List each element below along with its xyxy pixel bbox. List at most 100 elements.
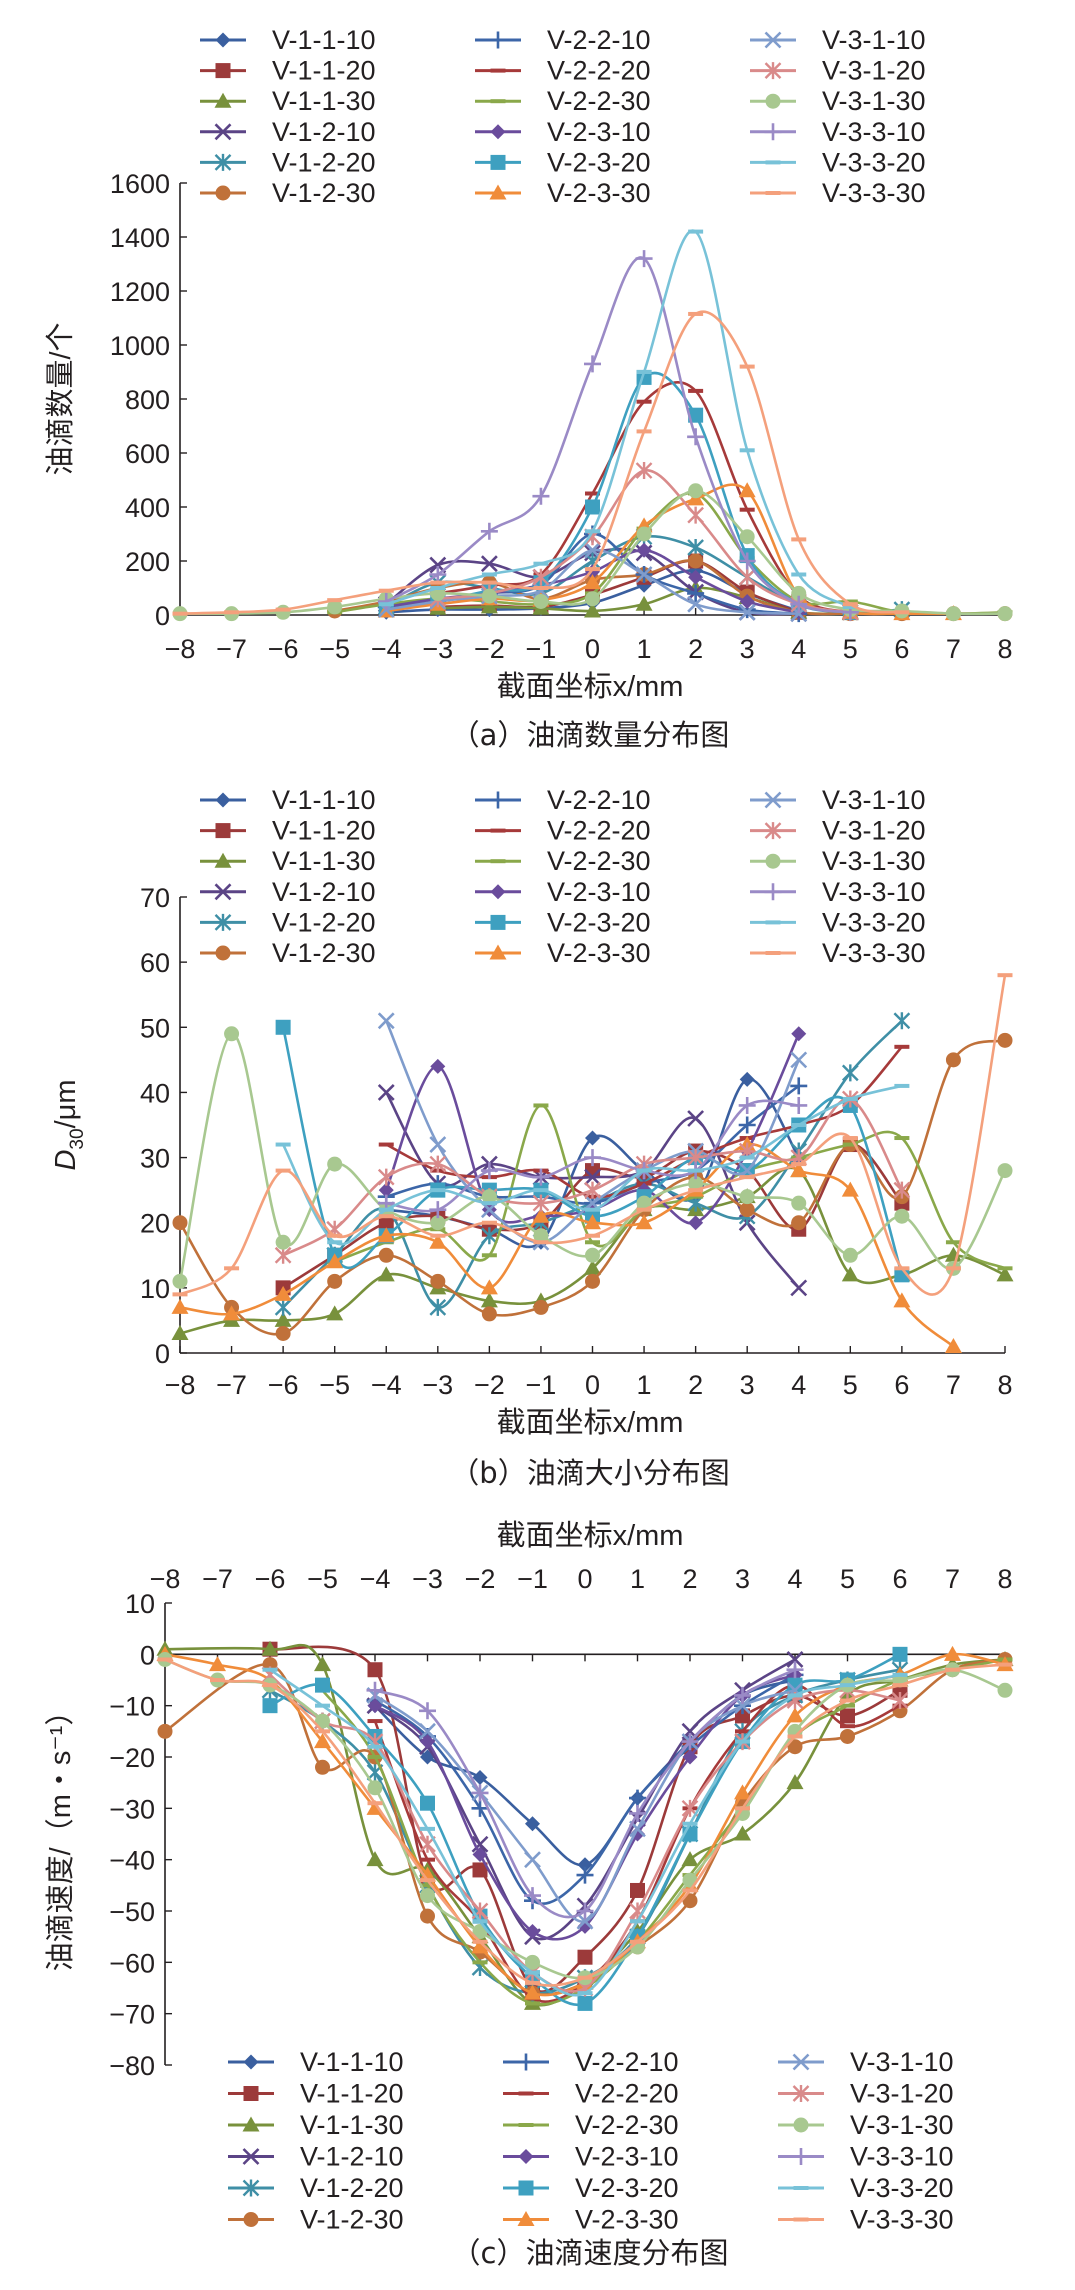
data-point: [524, 1984, 541, 2000]
legend-label: V-3-1-20: [822, 816, 926, 846]
legend-label: V-3-3-30: [822, 938, 926, 968]
y-tick-label: −60: [109, 1948, 155, 1978]
legend-marker: [214, 883, 232, 901]
data-point: [688, 569, 704, 585]
legend-marker: [214, 92, 232, 108]
legend-marker: [518, 2123, 534, 2127]
legend-label: V-3-1-20: [822, 56, 926, 86]
legend-label: V-3-3-30: [850, 2205, 954, 2235]
data-point: [734, 1825, 751, 1841]
data-point: [172, 611, 188, 616]
legend-label: V-1-2-10: [272, 877, 376, 907]
series-line: [179, 1143, 955, 1348]
data-point: [481, 1253, 497, 1258]
x-tick-label: 8: [997, 634, 1012, 664]
data-point: [840, 1683, 855, 1688]
data-point: [420, 1888, 435, 1904]
legend-label: V-1-2-20: [272, 147, 376, 177]
legend-marker: [242, 2148, 260, 2165]
data-point: [688, 1176, 704, 1192]
data-point: [842, 1096, 858, 1101]
data-point: [377, 1084, 395, 1101]
legend-marker: [518, 2180, 534, 2196]
series-line: [164, 1652, 1006, 1997]
data-point: [262, 1683, 278, 1688]
data-point: [739, 507, 755, 512]
data-point: [327, 1233, 343, 1238]
x-tick-label: 5: [840, 1564, 855, 1594]
data-point: [629, 1804, 646, 1822]
data-point: [688, 311, 704, 316]
data-point: [997, 1266, 1013, 1271]
x-tick-label: 6: [894, 634, 909, 664]
legend-label: V-2-2-10: [547, 785, 651, 815]
series-line: [269, 1645, 901, 1993]
data-point: [430, 1058, 446, 1074]
legend-marker: [490, 68, 506, 73]
x-tick-label: −5: [319, 1370, 350, 1400]
data-point: [945, 1266, 961, 1271]
legend-label: V-1-2-30: [272, 178, 376, 208]
data-point: [471, 1784, 489, 1802]
data-point: [481, 1227, 498, 1245]
legend-label: V-2-2-20: [547, 816, 651, 846]
x-tick-label: −6: [268, 1370, 299, 1400]
legend-label: V-2-2-30: [547, 86, 651, 116]
data-point: [367, 1698, 383, 1714]
data-point: [786, 1774, 804, 1790]
data-point: [842, 1247, 858, 1263]
data-point: [734, 1686, 751, 1704]
data-point: [787, 1739, 803, 1755]
data-point: [472, 1960, 488, 1965]
data-point: [378, 602, 394, 607]
legend-label: V-1-1-30: [300, 2110, 404, 2140]
data-point: [533, 561, 549, 566]
legend-marker: [242, 2116, 260, 2132]
legend-label: V-3-1-10: [822, 785, 926, 815]
series-V-3-3-30: [157, 1657, 1013, 1987]
data-point: [996, 1266, 1014, 1282]
x-tick-label: 3: [740, 1370, 755, 1400]
data-point: [841, 1266, 859, 1282]
data-point: [791, 585, 807, 601]
legend-label: V-1-1-20: [300, 2079, 404, 2109]
data-point: [577, 1949, 593, 1965]
data-point: [576, 1902, 594, 1920]
legend-marker: [490, 859, 506, 864]
data-point: [629, 1789, 646, 1807]
data-point: [840, 1708, 855, 1724]
x-tick-label: −7: [202, 1564, 233, 1594]
data-point: [688, 1215, 704, 1231]
y-tick-label: 0: [155, 601, 170, 631]
legend-marker: [490, 914, 506, 930]
data-point: [739, 1189, 755, 1205]
data-point: [275, 607, 291, 612]
legend-label: V-1-2-10: [272, 117, 376, 147]
data-point: [275, 1234, 291, 1250]
data-point: [585, 1240, 600, 1245]
data-point: [315, 1677, 330, 1693]
legend-label: V-2-2-30: [547, 846, 651, 876]
data-point: [584, 1259, 601, 1275]
data-point: [420, 1878, 435, 1883]
data-point: [630, 1882, 645, 1898]
data-point: [532, 1194, 550, 1212]
data-point: [791, 1215, 807, 1231]
x-tick-label: 3: [735, 1564, 750, 1594]
y-tick-label: −80: [109, 2051, 155, 2081]
legend-marker: [490, 124, 506, 140]
data-point: [891, 1692, 909, 1710]
legend-marker: [490, 154, 506, 170]
data-point: [209, 1656, 226, 1672]
data-point: [894, 1266, 910, 1271]
data-point: [635, 250, 653, 268]
caption: （a）油滴数量分布图: [451, 718, 730, 752]
data-point: [894, 1083, 910, 1088]
data-point: [274, 1298, 292, 1316]
data-point: [681, 1851, 699, 1867]
data-point: [420, 1883, 435, 1888]
data-point: [636, 429, 652, 434]
y-tick-label: −20: [109, 1743, 155, 1773]
legend-marker: [214, 913, 232, 931]
data-point: [738, 1116, 756, 1134]
